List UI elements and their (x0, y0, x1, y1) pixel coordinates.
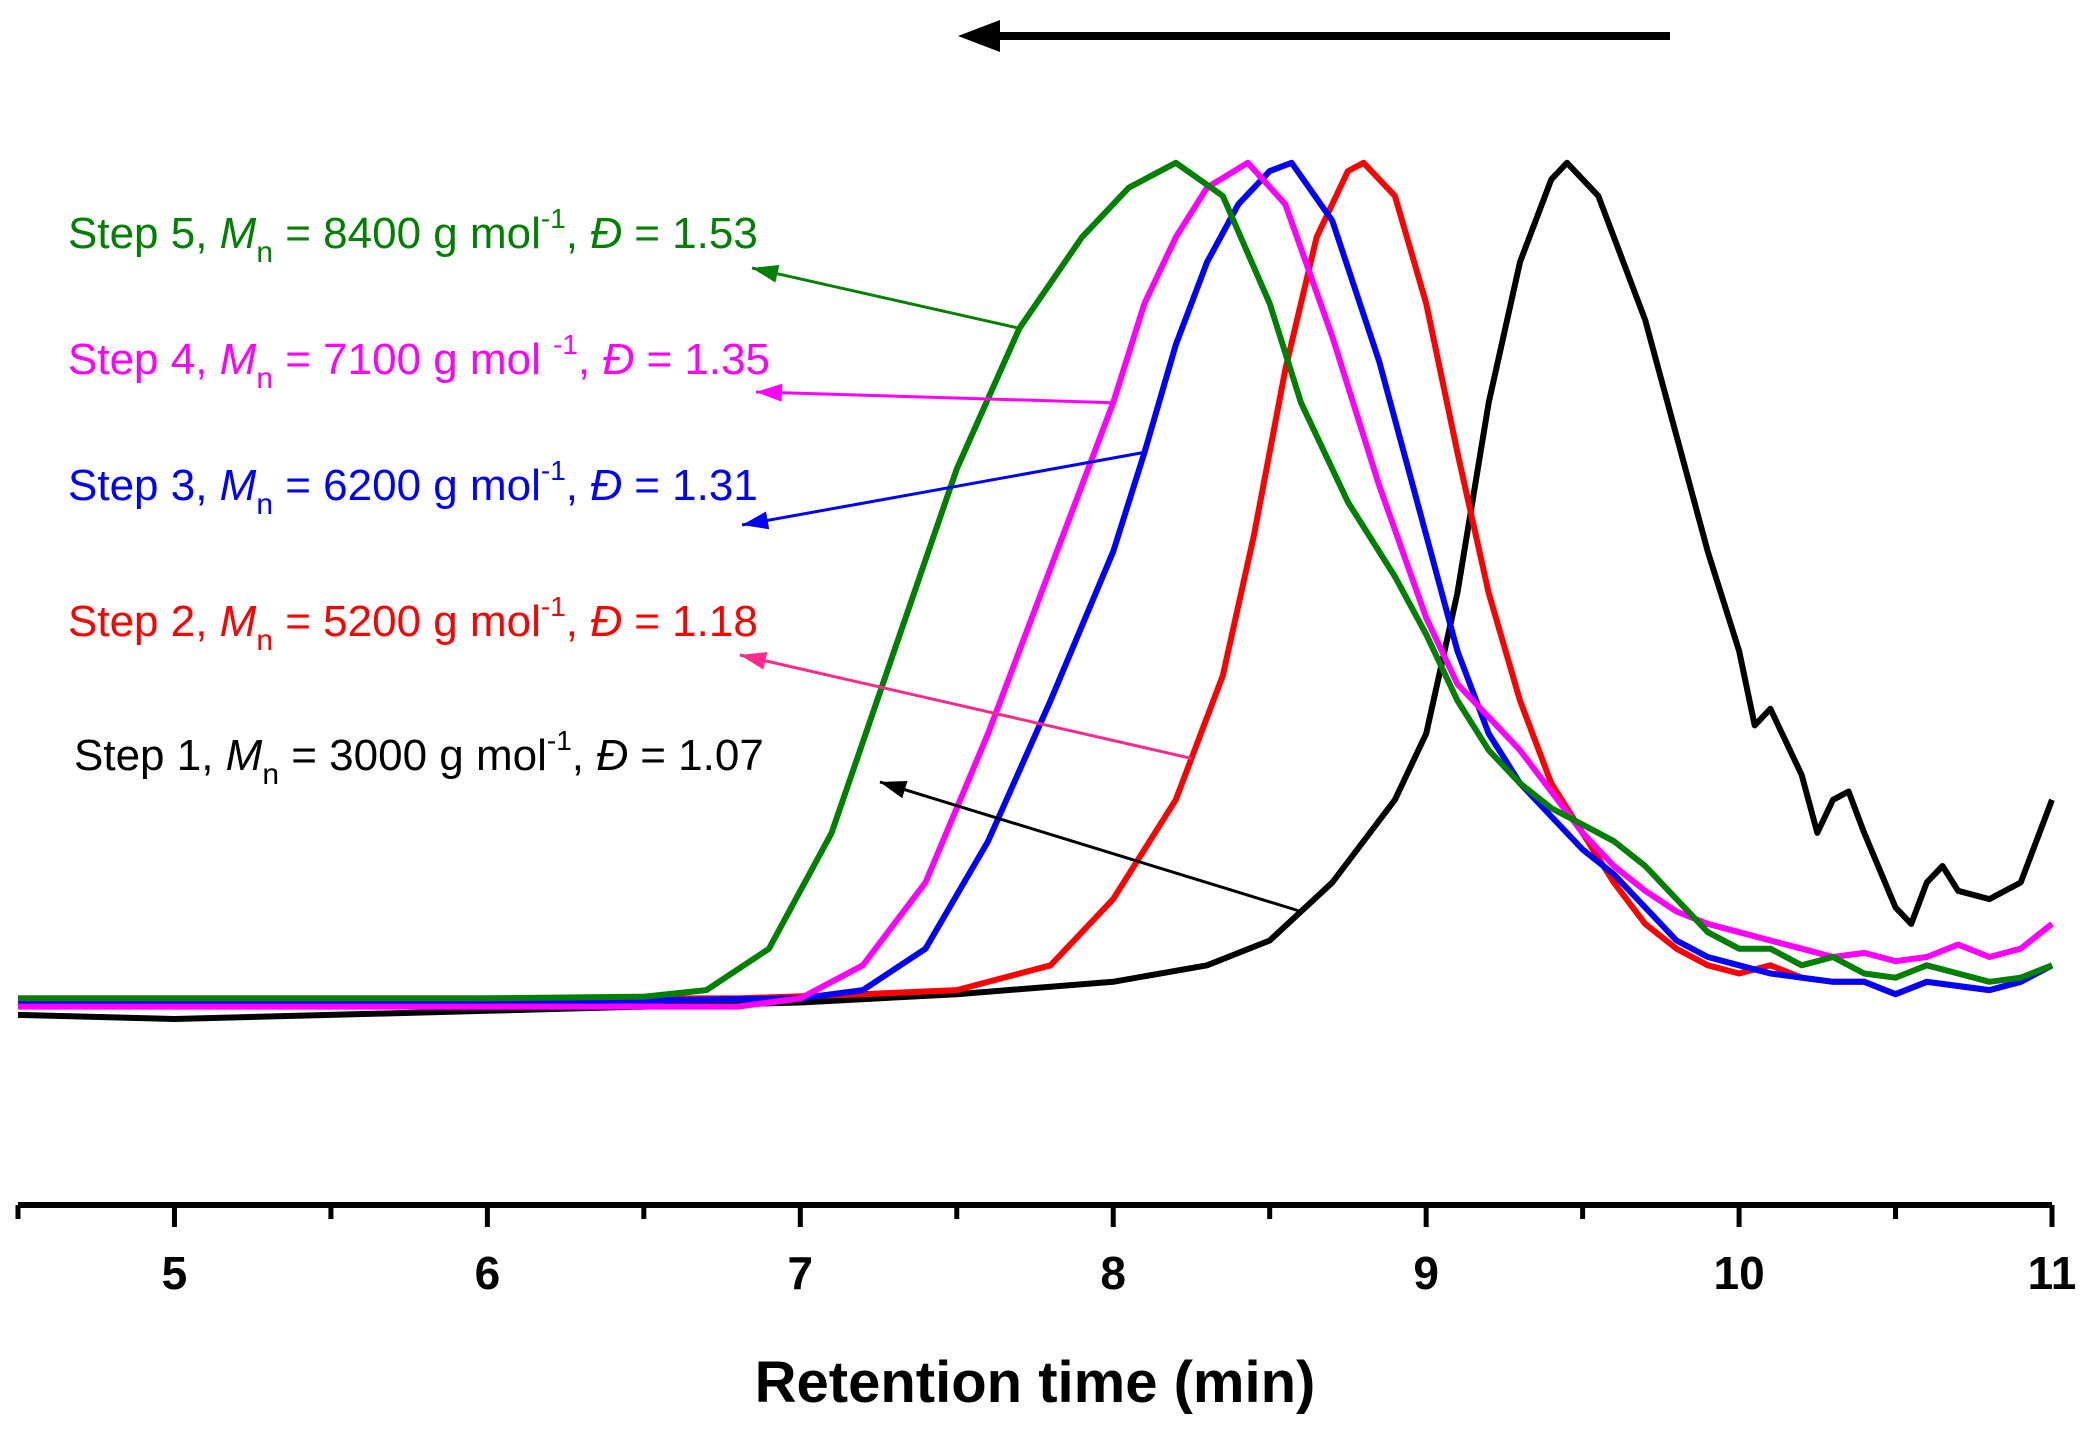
pointer-arrowhead-step1 (880, 781, 908, 799)
series-line-step5 (18, 159, 2054, 1002)
pointer-arrowhead-step3 (742, 511, 770, 530)
legend-label-step1: Step 1, Mn = 3000 g mol-1, Đ = 1.07 (74, 725, 764, 791)
legend: Step 5, Mn = 8400 g mol-1, Đ = 1.53 Step… (68, 203, 770, 791)
pointer-arrowhead-step4 (756, 383, 783, 402)
x-tick-label: 5 (162, 1247, 188, 1299)
x-axis-ticks: 5 6 7 8 9 10 11 (15, 1205, 2077, 1299)
direction-arrowhead (958, 20, 1000, 52)
x-tick-label: 10 (1713, 1247, 1764, 1299)
pointer-arrowhead-step2 (740, 652, 768, 670)
x-tick-label: 9 (1413, 1247, 1439, 1299)
x-tick-label: 6 (475, 1247, 501, 1299)
series-line-step1 (17, 159, 2055, 1022)
pointer-arrowhead-step5 (752, 264, 780, 283)
series-line-step2 (18, 159, 2054, 1002)
pointer-line-step4 (755, 390, 1114, 405)
x-tick-label: 7 (788, 1247, 814, 1299)
legend-label-step2: Step 2, Mn = 5200 g mol-1, Đ = 1.18 (68, 591, 758, 657)
series-curves (17, 159, 2055, 1022)
x-axis-title: Retention time (min) (755, 1350, 1316, 1415)
pointer-line-step3 (741, 450, 1145, 527)
pointer-line-step2 (739, 653, 1192, 760)
pointer-line-step5 (751, 266, 1020, 330)
series-line-step4 (18, 159, 2054, 1010)
legend-label-step4: Step 4, Mn = 7100 g mol -1, Đ = 1.35 (68, 329, 770, 395)
legend-label-step3: Step 3, Mn = 6200 g mol-1, Đ = 1.31 (68, 455, 758, 521)
legend-label-step5: Step 5, Mn = 8400 g mol-1, Đ = 1.53 (68, 203, 758, 269)
pointer-line-step1 (879, 780, 1302, 913)
x-tick-label: 8 (1100, 1247, 1126, 1299)
label-pointers (739, 264, 1302, 913)
series-line-step3 (18, 159, 2054, 1006)
x-tick-label: 11 (2028, 1247, 2077, 1299)
